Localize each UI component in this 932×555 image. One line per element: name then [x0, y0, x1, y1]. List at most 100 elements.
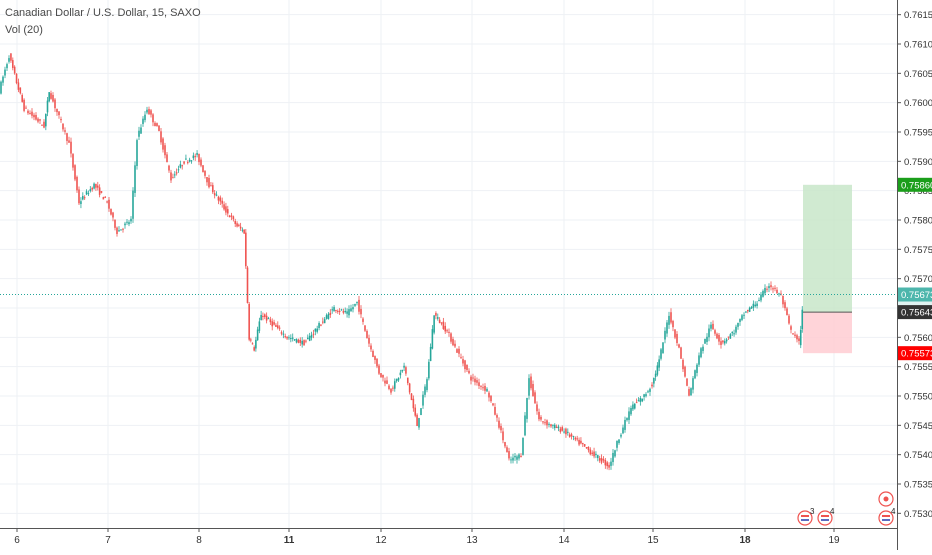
candle-body[interactable] [534, 392, 536, 404]
candle-body[interactable] [612, 452, 614, 463]
candle-body[interactable] [260, 314, 262, 321]
candle-body[interactable] [130, 218, 132, 222]
candle-body[interactable] [4, 69, 6, 76]
candle-body[interactable] [770, 285, 772, 288]
candle-body[interactable] [474, 378, 476, 383]
candle-body[interactable] [514, 455, 516, 458]
candle-body[interactable] [746, 309, 749, 312]
candle-body[interactable] [466, 364, 468, 370]
candle-body[interactable] [95, 183, 97, 188]
candle-body[interactable] [608, 464, 610, 468]
candle-body[interactable] [403, 365, 405, 368]
candle-body[interactable] [649, 388, 651, 392]
candle-body[interactable] [790, 326, 792, 330]
candle-body[interactable] [290, 337, 292, 339]
candle-body[interactable] [583, 444, 586, 447]
candle-body[interactable] [297, 339, 300, 343]
candle-body[interactable] [251, 343, 254, 345]
target-price-badge[interactable] [898, 177, 932, 192]
candle-body[interactable] [433, 315, 435, 333]
candle-body[interactable] [307, 337, 309, 340]
candle-body[interactable] [582, 443, 584, 445]
candle-body[interactable] [733, 333, 735, 335]
candle-body[interactable] [217, 196, 220, 201]
candle-body[interactable] [278, 327, 281, 329]
candle-body[interactable] [799, 329, 802, 346]
candle-body[interactable] [271, 321, 274, 327]
candle-body[interactable] [563, 431, 565, 433]
candle-body[interactable] [429, 346, 432, 362]
candle-body[interactable] [444, 325, 447, 332]
candle-body[interactable] [435, 312, 437, 316]
candle-body[interactable] [23, 99, 25, 111]
candle-body[interactable] [591, 452, 593, 454]
candle-body[interactable] [132, 190, 134, 219]
candle-body[interactable] [723, 341, 726, 344]
candle-body[interactable] [8, 58, 10, 62]
candle-body[interactable] [758, 299, 760, 301]
candle-body[interactable] [156, 123, 158, 126]
candle-body[interactable] [356, 301, 358, 304]
candle-body[interactable] [21, 95, 23, 102]
candle-body[interactable] [692, 378, 694, 390]
candle-body[interactable] [124, 223, 126, 226]
candle-body[interactable] [322, 321, 324, 323]
candle-body[interactable] [716, 333, 718, 339]
candle-body[interactable] [245, 232, 247, 267]
candle-body[interactable] [325, 315, 328, 319]
candle-body[interactable] [735, 326, 737, 333]
candle-body[interactable] [472, 377, 474, 379]
candle-body[interactable] [48, 92, 50, 102]
candle-body[interactable] [506, 447, 508, 453]
candle-body[interactable] [358, 299, 360, 312]
candle-body[interactable] [37, 118, 39, 122]
candle-body[interactable] [303, 340, 305, 346]
candle-body[interactable] [702, 346, 704, 351]
candle-body[interactable] [68, 140, 70, 143]
candle-body[interactable] [442, 321, 445, 329]
candle-body[interactable] [778, 293, 780, 295]
candle-body[interactable] [236, 223, 238, 227]
candle-body[interactable] [585, 447, 588, 449]
candle-body[interactable] [598, 458, 601, 461]
candle-body[interactable] [520, 455, 522, 458]
candle-body[interactable] [340, 309, 343, 311]
candle-body[interactable] [528, 378, 530, 396]
candle-body[interactable] [384, 380, 386, 384]
candle-body[interactable] [142, 118, 144, 124]
candle-body[interactable] [382, 374, 384, 378]
candle-body[interactable] [210, 185, 212, 187]
candle-body[interactable] [801, 309, 804, 330]
last-price-badge[interactable] [898, 287, 932, 302]
candle-body[interactable] [62, 123, 64, 130]
candle-body[interactable] [104, 196, 107, 198]
candle-body[interactable] [555, 426, 558, 429]
candle-body[interactable] [301, 340, 303, 345]
symbol-title[interactable]: Canadian Dollar / U.S. Dollar, 15, SAXO [5, 7, 201, 19]
candle-body[interactable] [512, 457, 514, 461]
candle-body[interactable] [196, 153, 198, 155]
candle-body[interactable] [488, 392, 490, 398]
candle-body[interactable] [331, 309, 333, 311]
candle-body[interactable] [408, 383, 411, 393]
stop-price-badge[interactable] [898, 346, 932, 361]
candle-body[interactable] [267, 318, 270, 320]
candle-body[interactable] [552, 424, 554, 426]
candle-body[interactable] [686, 378, 688, 386]
candle-body[interactable] [168, 165, 170, 171]
candle-body[interactable] [239, 226, 242, 229]
candle-body[interactable] [572, 436, 575, 438]
candle-body[interactable] [412, 398, 415, 409]
candle-body[interactable] [595, 453, 597, 455]
candle-body[interactable] [258, 321, 261, 331]
candle-body[interactable] [10, 53, 12, 61]
candle-body[interactable] [200, 159, 202, 166]
candle-body[interactable] [246, 267, 249, 303]
candle-body[interactable] [154, 122, 156, 127]
candle-body[interactable] [282, 333, 285, 335]
candle-body[interactable] [431, 329, 434, 349]
candle-body[interactable] [100, 191, 103, 193]
candle-body[interactable] [468, 370, 470, 374]
candle-body[interactable] [401, 369, 404, 372]
candle-body[interactable] [74, 165, 76, 180]
